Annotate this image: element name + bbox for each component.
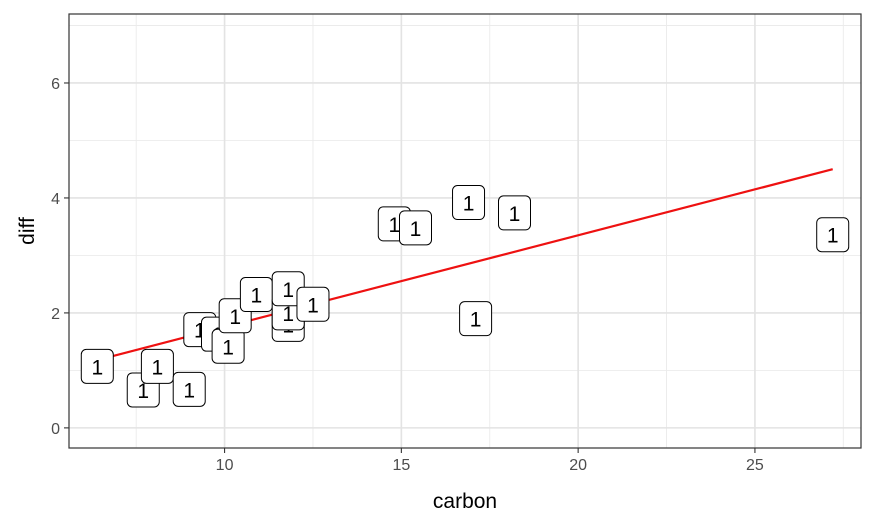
point-label-text: 1 [91, 356, 103, 379]
y-axis: 0 2 4 6 [51, 76, 69, 438]
point-label-text: 1 [229, 306, 241, 329]
point-label-text: 1 [410, 218, 422, 241]
point-label-text: 1 [463, 193, 475, 216]
point-label-text: 1 [388, 214, 400, 237]
data-point-label: 1 [459, 301, 493, 337]
x-tick-label: 10 [216, 457, 234, 474]
x-tick-label: 25 [746, 457, 764, 474]
point-label-box [816, 217, 850, 253]
x-axis: 10 15 20 25 [216, 448, 764, 474]
data-point-label: 1 [498, 195, 531, 231]
y-tick-label: 0 [51, 421, 60, 438]
point-label-text: 1 [183, 379, 195, 402]
data-point-label: 1 [816, 217, 850, 253]
point-label-text: 1 [827, 225, 839, 248]
point-label-box [498, 195, 531, 231]
point-label-text: 1 [222, 336, 234, 359]
point-label-text: 1 [251, 285, 263, 308]
data-point-label: 1 [239, 277, 273, 313]
y-tick-label: 6 [51, 76, 60, 93]
point-label-text: 1 [194, 320, 206, 343]
x-tick-label: 15 [392, 457, 410, 474]
data-point-label: 1 [296, 286, 330, 322]
x-tick-label: 20 [569, 457, 587, 474]
point-label-text: 1 [137, 380, 149, 403]
data-point-label: 1 [211, 328, 245, 364]
y-axis-title: diff [16, 217, 39, 245]
point-label-box [140, 348, 174, 384]
point-label-box [452, 185, 486, 221]
data-point-label: 1 [452, 185, 486, 221]
point-label-text: 1 [282, 303, 294, 326]
point-label-box [399, 210, 432, 246]
point-label-box [172, 371, 206, 407]
y-tick-label: 2 [51, 306, 60, 323]
point-label-text: 1 [509, 203, 521, 226]
data-point-label: 1 [399, 210, 432, 246]
point-label-text: 1 [152, 356, 164, 379]
minor-grid [69, 14, 861, 448]
data-point-label: 1 [172, 371, 206, 407]
x-axis-title: carbon [433, 490, 497, 513]
points-layer: 1111111111111111111 [80, 185, 850, 408]
point-label-box [80, 348, 114, 384]
point-label-box [296, 286, 330, 322]
point-label-text: 1 [470, 309, 482, 332]
data-point-label: 1 [140, 348, 174, 384]
point-label-box [459, 301, 493, 337]
point-label-text: 1 [307, 294, 319, 317]
panel-border [68, 13, 862, 449]
y-tick-label: 4 [51, 191, 60, 208]
point-label-text: 1 [282, 279, 294, 302]
data-point-label: 1 [80, 348, 114, 384]
